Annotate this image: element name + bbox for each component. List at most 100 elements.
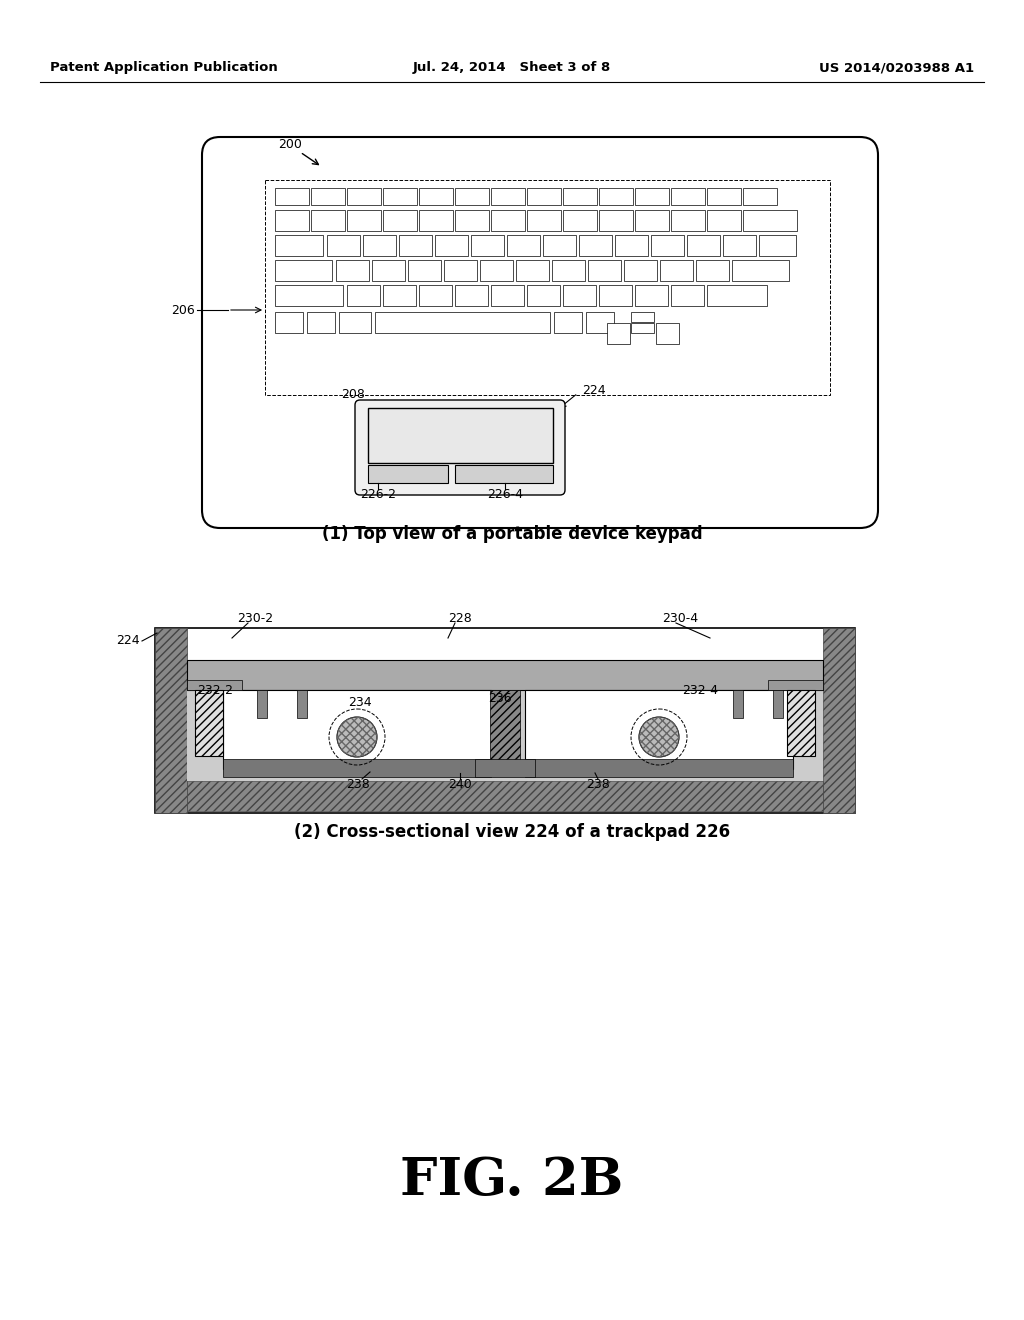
Bar bbox=[743, 210, 797, 231]
Bar bbox=[275, 235, 323, 256]
Bar bbox=[399, 235, 432, 256]
Bar bbox=[552, 260, 585, 281]
Bar bbox=[297, 690, 307, 718]
Bar bbox=[656, 323, 679, 345]
Bar bbox=[507, 235, 540, 256]
Bar bbox=[527, 187, 561, 205]
Text: (2) Cross-sectional view 224 of a trackpad 226: (2) Cross-sectional view 224 of a trackp… bbox=[294, 822, 730, 841]
Bar bbox=[516, 260, 549, 281]
Bar bbox=[223, 759, 490, 777]
Bar bbox=[275, 210, 309, 231]
Bar bbox=[347, 210, 381, 231]
Bar bbox=[631, 323, 654, 333]
Text: 236: 236 bbox=[488, 692, 512, 705]
Bar bbox=[375, 312, 550, 333]
Bar bbox=[696, 260, 729, 281]
Circle shape bbox=[639, 717, 679, 756]
Text: Jul. 24, 2014   Sheet 3 of 8: Jul. 24, 2014 Sheet 3 of 8 bbox=[413, 62, 611, 74]
Bar bbox=[743, 187, 777, 205]
Text: 200: 200 bbox=[279, 139, 302, 152]
Bar bbox=[527, 285, 560, 306]
Bar bbox=[187, 660, 823, 781]
Bar bbox=[383, 285, 416, 306]
Bar bbox=[768, 680, 823, 690]
Bar bbox=[635, 187, 669, 205]
Text: 224: 224 bbox=[117, 634, 140, 647]
Bar bbox=[527, 210, 561, 231]
Bar bbox=[347, 187, 381, 205]
Bar bbox=[307, 312, 335, 333]
Text: 224: 224 bbox=[582, 384, 605, 396]
Bar bbox=[455, 210, 489, 231]
Bar bbox=[759, 235, 796, 256]
Bar bbox=[687, 235, 720, 256]
Text: 240: 240 bbox=[449, 777, 472, 791]
Bar bbox=[327, 235, 360, 256]
Bar bbox=[490, 285, 524, 306]
Text: 226-4: 226-4 bbox=[487, 488, 523, 502]
Text: 206: 206 bbox=[171, 304, 195, 317]
Bar bbox=[543, 235, 575, 256]
Bar bbox=[368, 408, 553, 463]
Bar bbox=[408, 260, 441, 281]
Bar bbox=[339, 312, 371, 333]
Bar bbox=[707, 210, 741, 231]
Bar bbox=[723, 235, 756, 256]
Text: 208: 208 bbox=[341, 388, 365, 401]
Bar bbox=[707, 187, 741, 205]
Bar bbox=[275, 285, 343, 306]
Text: 232-4: 232-4 bbox=[682, 684, 718, 697]
Bar bbox=[187, 781, 823, 810]
Bar bbox=[455, 285, 488, 306]
Bar bbox=[563, 285, 596, 306]
Text: Patent Application Publication: Patent Application Publication bbox=[50, 62, 278, 74]
Bar bbox=[311, 187, 345, 205]
Text: 238: 238 bbox=[346, 777, 370, 791]
FancyBboxPatch shape bbox=[202, 137, 878, 528]
Bar bbox=[347, 285, 380, 306]
Bar bbox=[475, 759, 535, 777]
Bar bbox=[599, 285, 632, 306]
Bar bbox=[671, 285, 705, 306]
Bar bbox=[599, 210, 633, 231]
Bar bbox=[490, 690, 520, 766]
Text: 232-2: 232-2 bbox=[197, 684, 233, 697]
Text: 230-4: 230-4 bbox=[662, 611, 698, 624]
Bar bbox=[187, 680, 242, 690]
Bar bbox=[275, 187, 309, 205]
Bar bbox=[383, 210, 417, 231]
Bar bbox=[733, 690, 743, 718]
Text: 226-2: 226-2 bbox=[360, 488, 396, 502]
Bar bbox=[455, 465, 553, 483]
Bar bbox=[588, 260, 621, 281]
Bar bbox=[671, 210, 705, 231]
Bar bbox=[586, 312, 614, 333]
Bar bbox=[525, 690, 793, 770]
Bar bbox=[579, 235, 612, 256]
Bar bbox=[275, 260, 332, 281]
Circle shape bbox=[337, 717, 377, 756]
FancyBboxPatch shape bbox=[355, 400, 565, 495]
Bar bbox=[671, 187, 705, 205]
Bar bbox=[419, 285, 452, 306]
Bar bbox=[563, 210, 597, 231]
Bar bbox=[615, 235, 648, 256]
Bar bbox=[187, 660, 823, 690]
Bar bbox=[368, 465, 449, 483]
Bar bbox=[444, 260, 477, 281]
Bar bbox=[195, 690, 223, 756]
Text: US 2014/0203988 A1: US 2014/0203988 A1 bbox=[819, 62, 974, 74]
Bar bbox=[773, 690, 783, 718]
Bar bbox=[372, 260, 406, 281]
Bar bbox=[223, 690, 490, 770]
Bar bbox=[599, 187, 633, 205]
Bar bbox=[336, 260, 369, 281]
Bar bbox=[490, 187, 525, 205]
Bar bbox=[383, 187, 417, 205]
Bar bbox=[732, 260, 790, 281]
Bar bbox=[155, 628, 855, 813]
Text: 238: 238 bbox=[586, 777, 610, 791]
Text: FIG. 2B: FIG. 2B bbox=[400, 1155, 624, 1205]
Bar bbox=[635, 285, 668, 306]
Bar bbox=[311, 210, 345, 231]
